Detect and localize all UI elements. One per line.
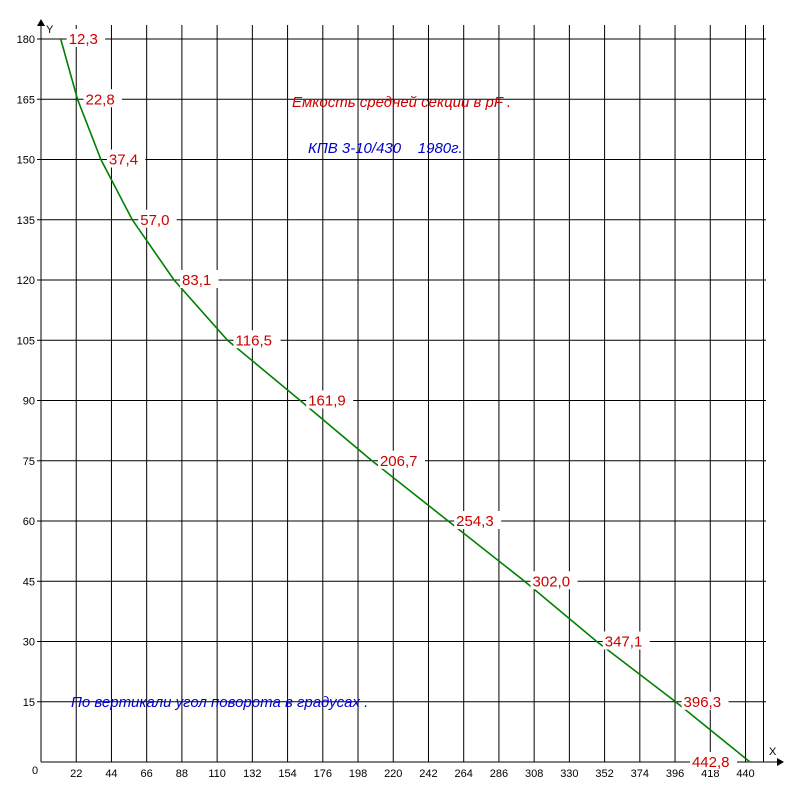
y-tick-label: 120: [17, 275, 35, 287]
y-tick-label: 180: [17, 34, 35, 46]
x-tick-label: 286: [490, 768, 508, 780]
y-tick-label: 165: [17, 94, 35, 106]
point-label: 57,0: [138, 209, 177, 229]
axes: [37, 19, 784, 766]
point-label-text: 302,0: [533, 573, 571, 590]
grid-lines: [37, 25, 766, 762]
point-label-bg: [377, 450, 425, 469]
x-tick-label: 22: [70, 768, 82, 780]
point-label-bg: [66, 29, 106, 47]
x-tick-label: 220: [384, 768, 402, 780]
point-label: 83,1: [180, 270, 219, 289]
point-label-bg: [233, 330, 281, 349]
axis-note: По вертикали угол поворота в градусах .: [71, 694, 368, 711]
point-label-bg: [106, 149, 146, 168]
point-label-text: 83,1: [182, 272, 211, 289]
y-tick-label: 135: [17, 215, 35, 227]
point-label-text: 206,7: [380, 453, 418, 470]
y-tick-label: 30: [23, 637, 35, 649]
x-tick-label: 176: [314, 768, 332, 780]
x-tick-label: 154: [278, 768, 296, 780]
point-label-bg: [530, 571, 578, 590]
y-tick-label: 60: [23, 516, 35, 528]
point-label-text: 37,4: [109, 152, 138, 169]
x-tick-label: 198: [349, 768, 367, 780]
point-label: 254,3: [454, 511, 502, 530]
origin-label: 0: [32, 765, 38, 777]
point-label: 37,4: [106, 149, 146, 169]
x-tick-label: 44: [105, 768, 117, 780]
point-label-bg: [306, 390, 354, 409]
y-tick-label: 150: [17, 155, 35, 167]
point-label-text: 12,3: [69, 31, 98, 48]
point-label-bg: [689, 752, 737, 770]
point-label-text: 57,0: [140, 212, 169, 229]
x-tick-label: 132: [243, 768, 261, 780]
x-tick-labels: 22 44 66 88 110 132 154 176 198 220 242 264 286 308 33…: [70, 768, 755, 780]
x-tick-label: 66: [141, 768, 153, 780]
point-label: 116,5: [233, 330, 281, 349]
point-label-bg: [602, 631, 650, 650]
y-tick-label: 105: [17, 335, 35, 347]
point-label-text: 116,5: [236, 332, 272, 349]
x-tick-label: 352: [595, 768, 613, 780]
x-tick-label: 418: [701, 768, 719, 780]
y-tick-label: 45: [23, 576, 35, 588]
point-label: 442,8: [689, 752, 737, 771]
y-tick-labels: 15 30 45 60 75 90 105 120 135 150 165 180: [17, 34, 35, 709]
y-tick-label: 90: [23, 396, 35, 408]
point-label-text: 22,8: [86, 91, 115, 108]
series-lines: [59, 38, 751, 763]
point-label-text: 396,3: [684, 694, 722, 711]
point-label: 396,3: [681, 691, 729, 711]
x-tick-label: 440: [736, 768, 754, 780]
x-tick-label: 264: [455, 768, 473, 780]
point-label-text: 442,8: [692, 754, 730, 771]
y-tick-label: 15: [23, 697, 35, 709]
point-label: 12,3: [66, 29, 106, 48]
point-label: 161,9: [306, 390, 354, 410]
point-label: 206,7: [377, 450, 425, 470]
chart-subtitle: КПВ 3-10/430 1980г.: [308, 140, 463, 157]
point-label-bg: [83, 89, 122, 108]
x-axis-arrow: [777, 758, 784, 766]
x-axis-label: X: [769, 746, 777, 758]
point-label-bg: [681, 691, 729, 710]
x-tick-label: 308: [525, 768, 543, 780]
point-label: 22,8: [83, 89, 122, 108]
point-label-text: 347,1: [605, 634, 643, 651]
x-tick-label: 88: [176, 768, 188, 780]
x-tick-label: 242: [419, 768, 437, 780]
chart-title: Емкость средней секции в pF .: [292, 94, 511, 111]
x-tick-label: 110: [208, 768, 226, 780]
y-tick-label: 75: [23, 456, 35, 468]
point-label-text: 161,9: [308, 393, 346, 410]
point-label-bg: [180, 270, 219, 288]
x-tick-label: 374: [631, 768, 649, 780]
x-tick-label: 396: [666, 768, 684, 780]
series-line: [59, 38, 751, 763]
point-label-bg: [138, 209, 177, 228]
y-axis-label: Y: [46, 24, 54, 36]
point-label-text: 254,3: [456, 513, 494, 530]
point-label: 347,1: [602, 631, 650, 651]
point-labels: 12,3 22,8 37,4 57,0 83,1 116,5 161,9 206,7 254,3…: [66, 29, 737, 771]
point-label-bg: [454, 511, 502, 529]
y-axis-arrow: [37, 19, 45, 26]
x-tick-label: 330: [560, 768, 578, 780]
point-label: 302,0: [530, 571, 578, 590]
